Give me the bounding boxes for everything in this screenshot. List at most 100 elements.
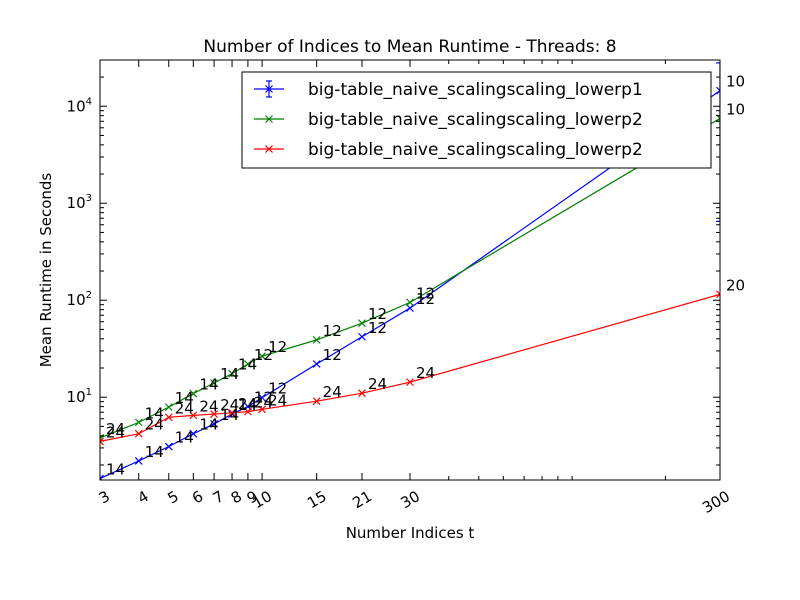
point-label: 24 <box>106 420 125 438</box>
marker-stroke <box>243 407 252 416</box>
y-tick-label: 104 <box>67 96 92 115</box>
point-label: 24 <box>238 395 257 413</box>
marker-stroke <box>312 397 321 406</box>
point-label: 24 <box>199 397 218 415</box>
series-1-point <box>358 332 366 341</box>
marker-stroke <box>228 410 236 418</box>
point-label: 24 <box>268 391 287 409</box>
series-1-point <box>406 304 414 312</box>
y-tick-label: 103 <box>67 193 92 212</box>
series-3-point <box>312 397 321 406</box>
marker-stroke <box>243 360 252 368</box>
series-1-point <box>716 86 720 95</box>
series-2-point <box>210 379 218 387</box>
marker-stroke <box>716 290 720 296</box>
y-tick-label: 102 <box>67 290 92 309</box>
series-1-point <box>164 442 173 451</box>
legend-marker <box>265 115 273 123</box>
marker-stroke <box>210 410 218 418</box>
marker-stroke <box>134 429 143 438</box>
y-tick-label: 101 <box>67 387 92 406</box>
series-1-point <box>258 393 267 402</box>
series-2-point <box>134 418 143 427</box>
point-label: 14 <box>199 376 218 394</box>
series-2-point <box>189 389 198 398</box>
marker-stroke <box>716 293 720 299</box>
marker-stroke <box>258 352 267 361</box>
point-label: 14 <box>220 365 239 383</box>
series-3-point <box>716 290 720 299</box>
series-1 <box>100 86 720 480</box>
marker-stroke <box>100 437 104 442</box>
marker-stroke <box>164 442 173 451</box>
series-1-point <box>210 420 218 428</box>
marker-stroke <box>406 298 414 307</box>
series-3-point <box>406 378 414 387</box>
point-label: 24 <box>368 375 387 393</box>
marker-stroke <box>716 117 720 123</box>
series-1-point <box>100 474 104 480</box>
marker-stroke <box>406 378 414 387</box>
marker-stroke <box>164 403 173 412</box>
marker-stroke <box>406 304 414 312</box>
marker-stroke <box>228 408 236 417</box>
legend-box <box>241 71 712 169</box>
marker-stroke <box>716 89 720 95</box>
marker-stroke <box>358 332 366 341</box>
legend-label: big-table_naive_scalingscaling_lowerp2 <box>308 110 643 130</box>
series-1-point <box>228 410 236 418</box>
point-label: 14 <box>145 404 164 422</box>
series-2-point <box>406 298 414 307</box>
series-2-point <box>258 352 267 361</box>
marker-stroke <box>164 413 173 422</box>
legend-marker <box>265 145 273 153</box>
marker-stroke <box>358 319 366 328</box>
series-3-point <box>358 389 366 398</box>
series-1-point <box>312 360 321 368</box>
point-label: 12 <box>416 284 435 302</box>
point-label: 24 <box>323 383 342 401</box>
series-3-point <box>134 429 143 438</box>
marker-stroke <box>228 369 236 378</box>
series-3-point <box>100 437 104 446</box>
legend: big-table_naive_scalingscaling_lowerp1bi… <box>241 71 712 169</box>
legend-entry-3: big-table_naive_scalingscaling_lowerp2 <box>254 140 643 160</box>
series-3-point <box>243 407 252 416</box>
series-3-point <box>189 411 198 420</box>
y-axis-label: Mean Runtime in Seconds <box>37 173 55 368</box>
series-1-errorbar <box>716 62 720 222</box>
series-2-point <box>228 369 236 378</box>
point-label: 14 <box>175 389 194 407</box>
point-label: 12 <box>268 338 287 356</box>
series-3-line <box>100 293 720 442</box>
marker-stroke <box>100 474 104 480</box>
series-3-point <box>210 410 218 418</box>
point-label: 24 <box>254 394 273 412</box>
marker-stroke <box>210 379 218 387</box>
point-label: 14 <box>199 416 218 434</box>
series-3-point <box>228 408 236 417</box>
marker-stroke <box>100 437 104 443</box>
marker-stroke <box>258 393 267 402</box>
series-3-point <box>164 413 173 422</box>
point-label: 14 <box>106 461 125 479</box>
series-2 <box>100 114 720 442</box>
series-3-point <box>258 405 267 414</box>
series-1-point <box>189 429 198 438</box>
series-2-point <box>164 403 173 412</box>
marker-stroke <box>210 420 218 428</box>
point-label: 24 <box>145 416 164 434</box>
marker-stroke <box>258 405 267 414</box>
legend-entry-2: big-table_naive_scalingscaling_lowerp2 <box>254 110 643 130</box>
point-label: 14 <box>238 356 257 374</box>
series-2-point <box>243 360 252 368</box>
series-1-point <box>134 457 143 465</box>
point-label: 12 <box>268 380 287 398</box>
point-label: 24 <box>220 396 239 414</box>
series-3 <box>100 290 720 446</box>
point-label: 12 <box>323 322 342 340</box>
point-label: 14 <box>145 443 164 461</box>
marker-stroke <box>134 457 143 465</box>
point-label: 24 <box>175 399 194 417</box>
